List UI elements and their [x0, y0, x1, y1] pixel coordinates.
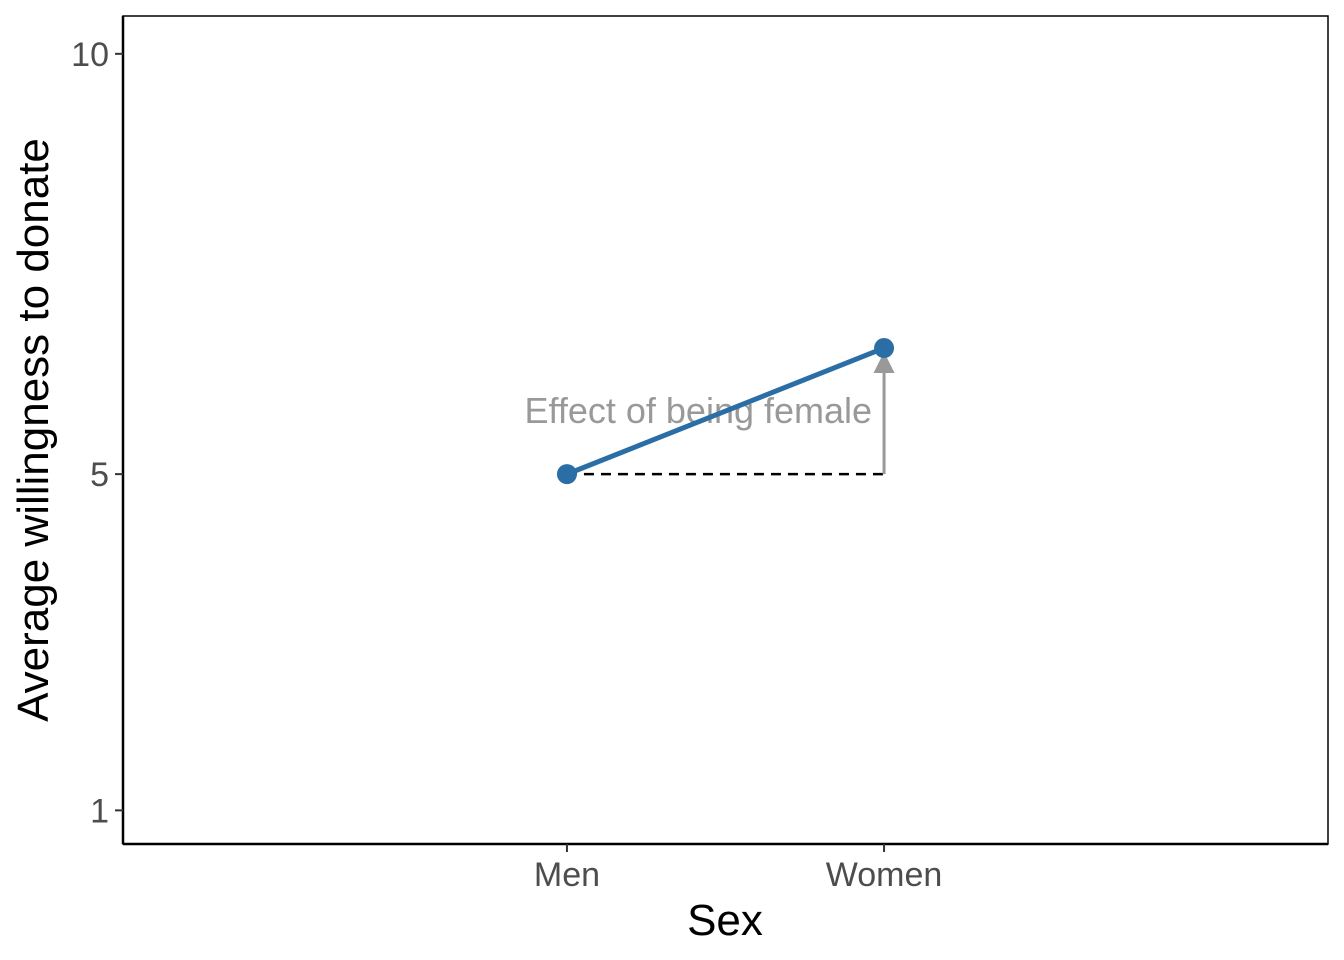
x-axis-title: Sex [687, 896, 763, 945]
y-tick-label: 10 [71, 36, 109, 74]
y-tick-label: 1 [90, 792, 109, 830]
data-point [874, 338, 895, 359]
series [556, 338, 895, 485]
effect-annotation-label: Effect of being female [524, 390, 872, 431]
y-tick-label: 5 [90, 456, 109, 494]
annotations: Effect of being female [524, 351, 895, 476]
y-axis-title: Average willingness to donate [9, 138, 58, 722]
x-tick-label: Men [534, 856, 600, 894]
series-line [564, 345, 887, 477]
plot-panel [122, 15, 1329, 845]
data-point [556, 464, 577, 485]
x-axis-ticks: Men Women [534, 844, 942, 894]
x-tick-label: Women [826, 856, 943, 894]
